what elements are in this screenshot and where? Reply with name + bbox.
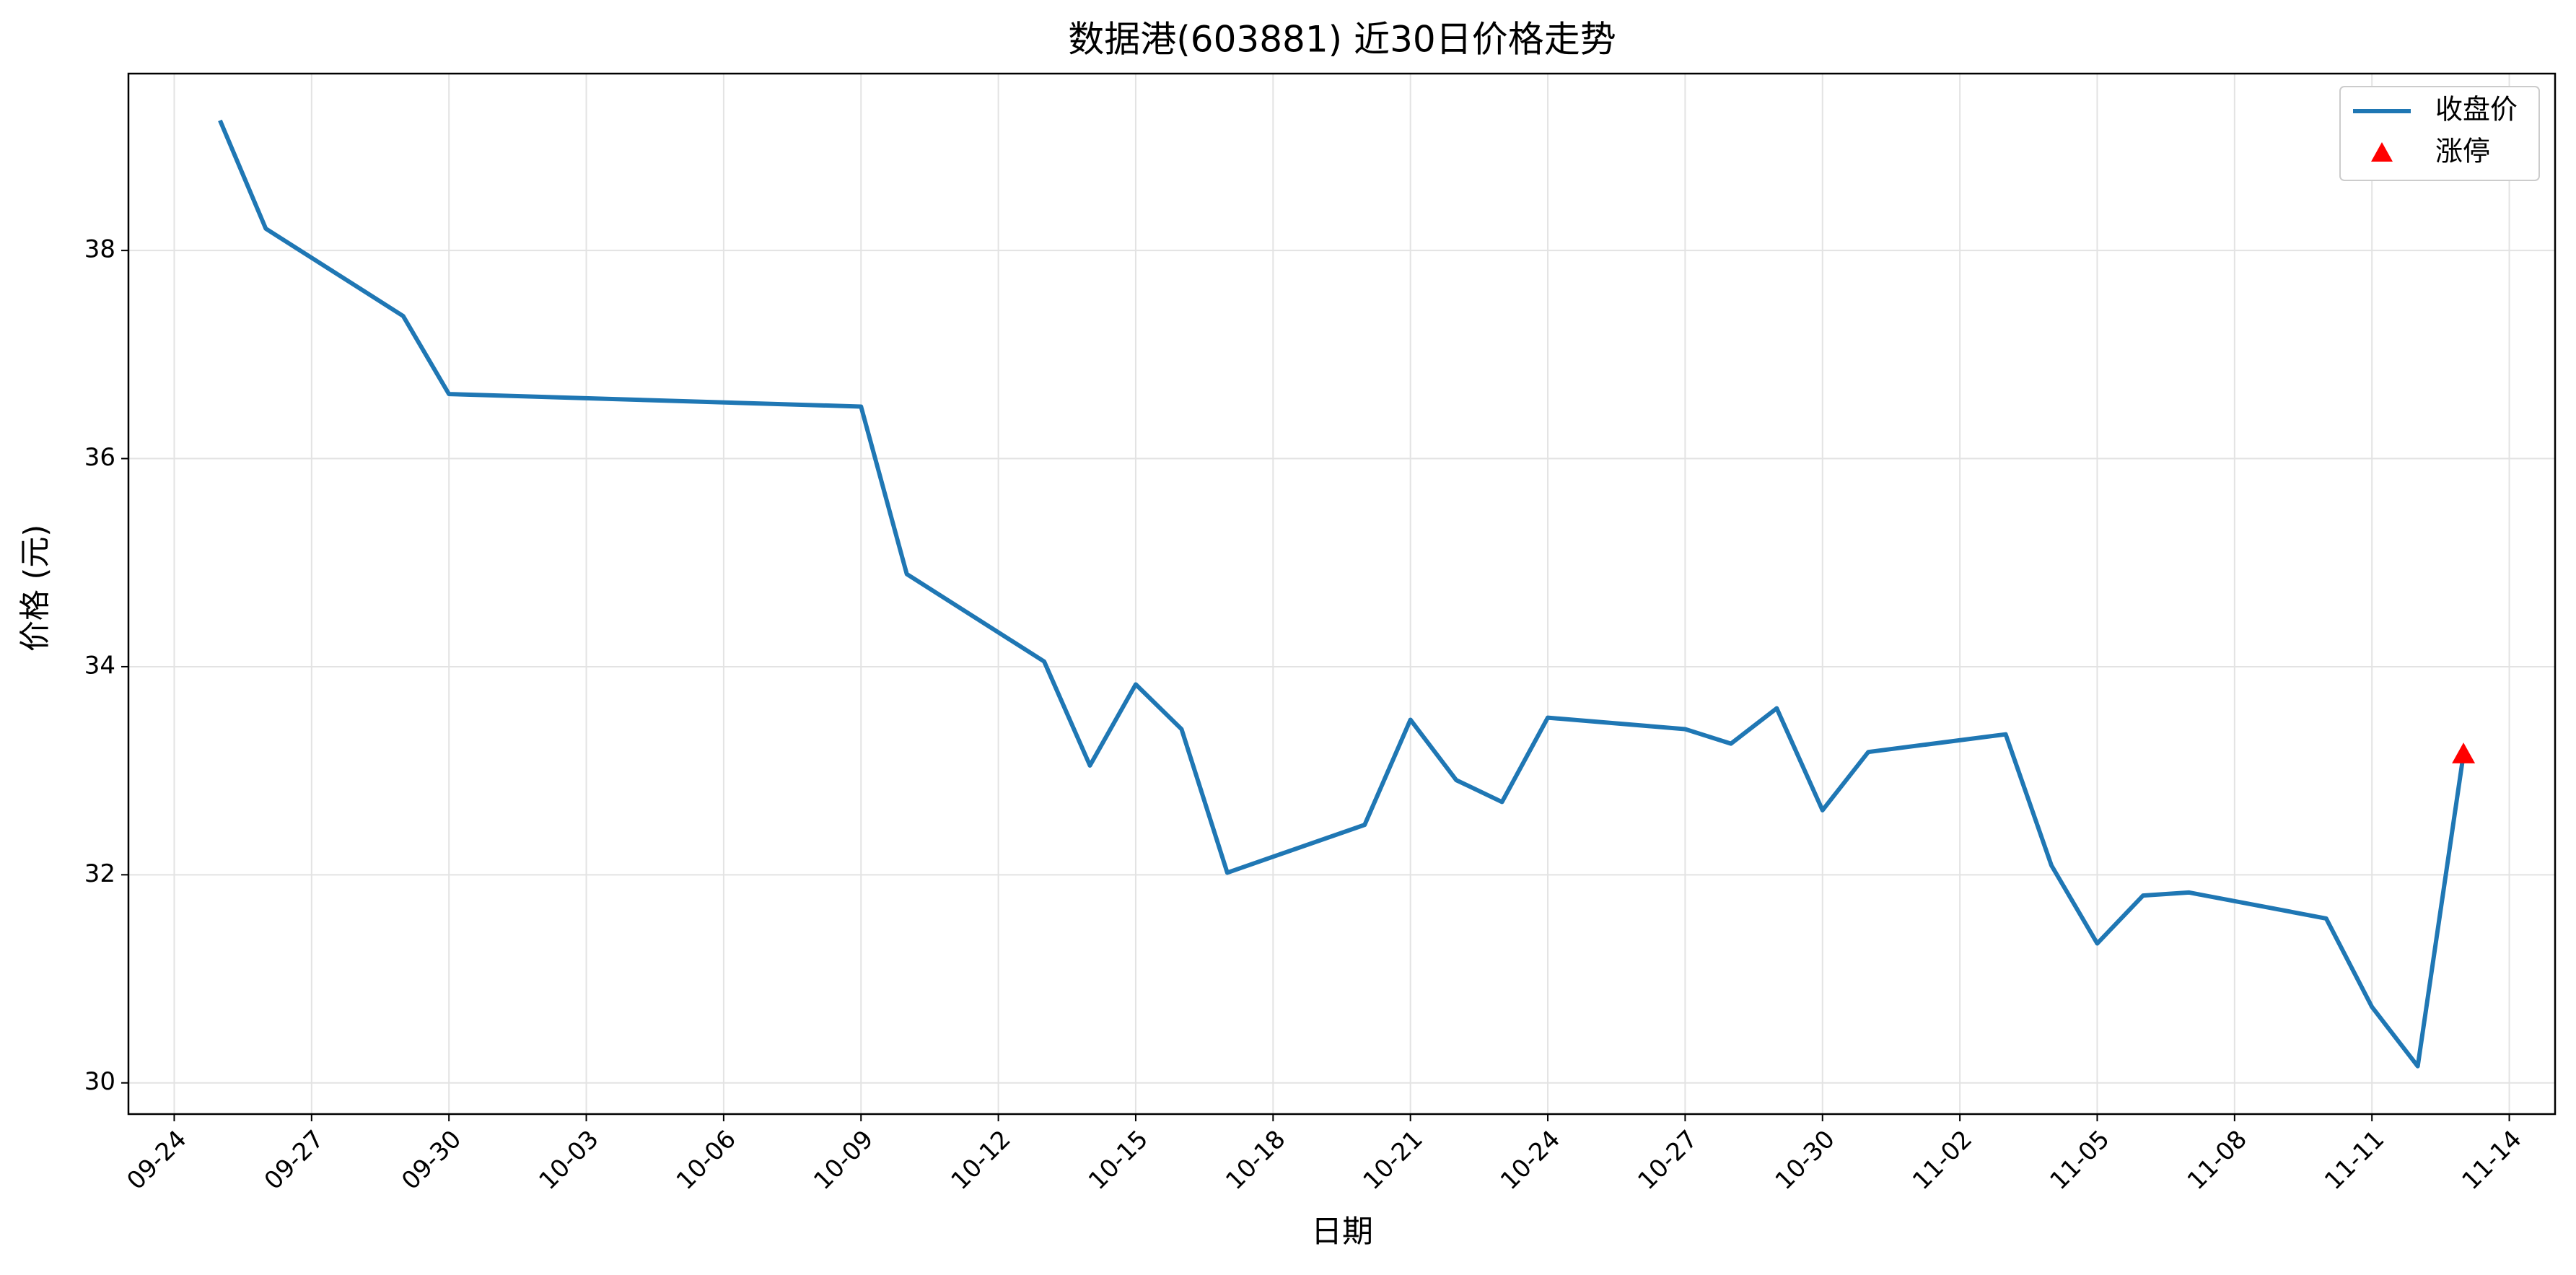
limit-up-marker [2452,742,2476,763]
legend-marker [2371,142,2393,162]
y-tick-label: 36 [84,443,115,472]
price-line [218,119,2466,1069]
y-tick-label: 30 [84,1067,115,1096]
x-axis-label: 日期 [1311,1214,1373,1250]
y-tick-label: 34 [84,651,115,680]
legend-label: 收盘价 [2435,94,2518,126]
legend-label: 涨停 [2435,136,2490,167]
y-tick-label: 32 [84,859,115,888]
y-axis-label: 价格 (元) [18,525,54,652]
y-tick-label: 38 [84,235,115,264]
plot-frame [127,72,2557,1116]
chart-title: 数据港(603881) 近30日价格走势 [1068,19,1616,61]
